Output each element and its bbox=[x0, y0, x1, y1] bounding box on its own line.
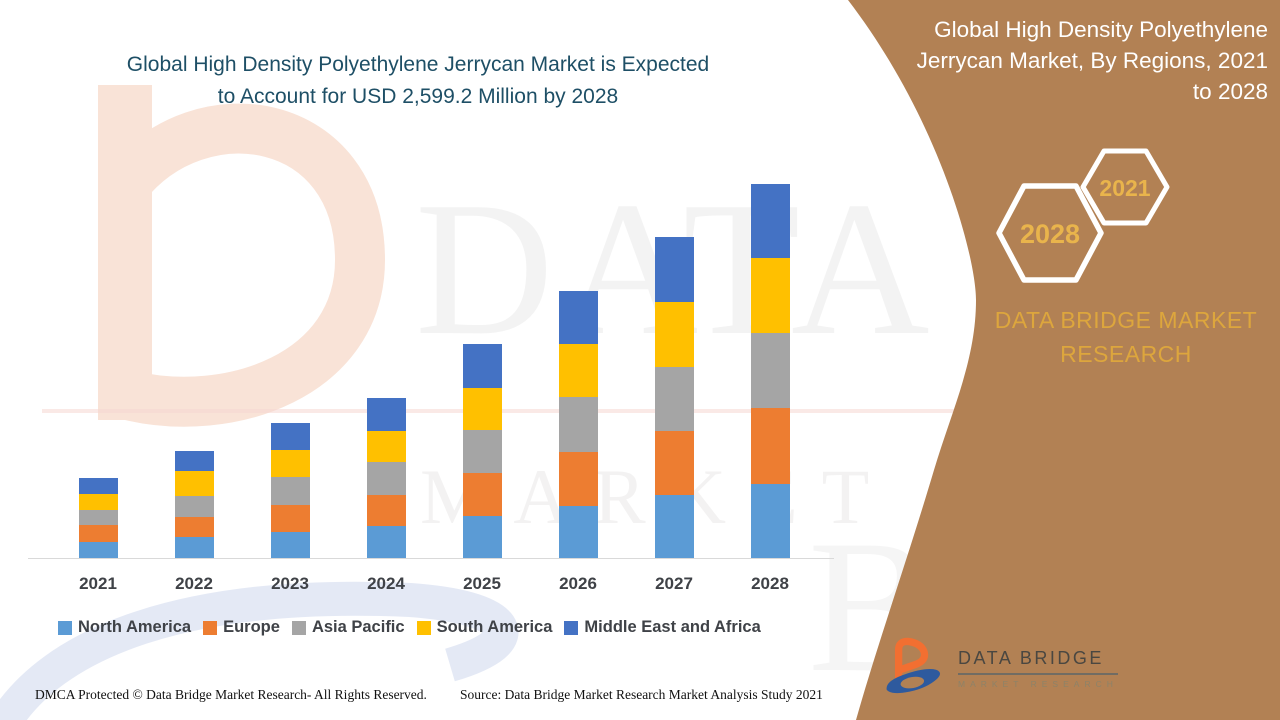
headline-line2: to Account for USD 2,599.2 Million by 20… bbox=[217, 85, 619, 108]
legend-label: Middle East and Africa bbox=[584, 618, 761, 636]
bar-segment-middle-east-and-africa-2026 bbox=[558, 291, 598, 345]
bar-segment-south-america-2025 bbox=[462, 387, 502, 430]
bar-segment-asia-pacific-2024 bbox=[366, 462, 406, 496]
bar-segment-south-america-2024 bbox=[366, 431, 406, 463]
legend-swatch bbox=[564, 620, 579, 635]
bar-segment-south-america-2022 bbox=[174, 470, 214, 496]
bar-segment-middle-east-and-africa-2025 bbox=[462, 343, 502, 388]
footer-dmca: DMCA Protected © Data Bridge Market Rese… bbox=[35, 687, 427, 702]
bar-segment-middle-east-and-africa-2023 bbox=[270, 422, 310, 450]
x-axis-line bbox=[28, 558, 834, 559]
bar-segment-asia-pacific-2021 bbox=[78, 510, 118, 526]
brand-wordmark: DATA BRIDGE MARKET RESEARCH bbox=[994, 307, 1258, 367]
bar-segment-north-america-2025 bbox=[462, 515, 502, 558]
legend-label: Asia Pacific bbox=[311, 618, 405, 636]
bar-segment-north-america-2028 bbox=[750, 484, 790, 558]
bar-segment-north-america-2024 bbox=[366, 526, 406, 558]
bar-2026 bbox=[558, 291, 598, 558]
bar-segment-middle-east-and-africa-2021 bbox=[78, 478, 118, 495]
bar-segment-middle-east-and-africa-2024 bbox=[366, 398, 406, 432]
bar-segment-europe-2021 bbox=[78, 525, 118, 543]
bar-segment-south-america-2027 bbox=[654, 301, 694, 367]
bar-segment-europe-2028 bbox=[750, 408, 790, 485]
chart-legend: North America Europe Asia Pacific South Ame… bbox=[58, 618, 761, 637]
bar-segment-middle-east-and-africa-2028 bbox=[750, 184, 790, 259]
logo-text: DATA BRIDGE MARKET RESEARCH bbox=[958, 648, 1118, 689]
bar-2022 bbox=[174, 450, 214, 558]
bar-segment-europe-2027 bbox=[654, 430, 694, 495]
panel-title-line1: Global High Density Polyethylene bbox=[934, 17, 1268, 42]
legend-item-asia-pacific: Asia Pacific bbox=[291, 618, 405, 637]
legend-item-middle-east-and-africa: Middle East and Africa bbox=[564, 618, 761, 637]
bar-segment-north-america-2022 bbox=[174, 537, 214, 558]
bar-segment-europe-2024 bbox=[366, 495, 406, 527]
legend-swatch bbox=[291, 620, 306, 635]
databridge-logo: DATA BRIDGE MARKET RESEARCH bbox=[884, 636, 1118, 698]
bar-2024 bbox=[366, 398, 406, 558]
bar-segment-asia-pacific-2028 bbox=[750, 333, 790, 409]
bar-2028 bbox=[750, 184, 790, 558]
legend-item-north-america: North America bbox=[58, 618, 191, 637]
panel-title: Global High Density Polyethylene Jerryca… bbox=[870, 14, 1268, 107]
legend-item-south-america: South America bbox=[416, 618, 553, 637]
x-axis-label-2024: 2024 bbox=[367, 574, 405, 593]
logo-wordmark: DATA BRIDGE bbox=[958, 648, 1118, 675]
bar-segment-south-america-2023 bbox=[270, 449, 310, 478]
bar-segment-north-america-2023 bbox=[270, 531, 310, 558]
bar-segment-south-america-2028 bbox=[750, 258, 790, 334]
legend-label: South America bbox=[436, 618, 553, 636]
legend-swatch bbox=[203, 620, 218, 635]
bar-segment-asia-pacific-2023 bbox=[270, 477, 310, 505]
bar-2023 bbox=[270, 422, 310, 558]
headline: Global High Density Polyethylene Jerryca… bbox=[42, 49, 794, 113]
x-axis-label-2027: 2027 bbox=[655, 574, 693, 593]
legend-label: North America bbox=[78, 618, 192, 636]
x-axis-label-2028: 2028 bbox=[751, 574, 789, 593]
bar-segment-south-america-2026 bbox=[558, 344, 598, 398]
legend-swatch bbox=[58, 620, 72, 635]
bar-segment-middle-east-and-africa-2022 bbox=[174, 450, 214, 471]
bar-2025 bbox=[462, 343, 502, 558]
panel-title-line2: Jerrycan Market, By Regions, 2021 bbox=[916, 48, 1268, 73]
bar-2021 bbox=[78, 478, 118, 558]
legend-swatch bbox=[416, 620, 431, 635]
legend-label: Europe bbox=[223, 618, 280, 636]
bar-segment-asia-pacific-2022 bbox=[174, 496, 214, 517]
headline-line1: Global High Density Polyethylene Jerryca… bbox=[126, 53, 710, 76]
bar-segment-north-america-2021 bbox=[78, 542, 118, 558]
x-axis-label-2026: 2026 bbox=[559, 574, 597, 593]
legend-item-europe: Europe bbox=[203, 618, 280, 637]
bar-segment-middle-east-and-africa-2027 bbox=[654, 236, 694, 302]
bar-segment-asia-pacific-2026 bbox=[558, 397, 598, 453]
logo-mark-icon bbox=[886, 637, 941, 694]
x-axis-label-2022: 2022 bbox=[175, 574, 213, 593]
bar-segment-europe-2026 bbox=[558, 452, 598, 507]
footer-source: Source: Data Bridge Market Research Mark… bbox=[460, 687, 823, 702]
bar-segment-europe-2022 bbox=[174, 517, 214, 537]
x-axis-label-2021: 2021 bbox=[79, 574, 117, 593]
bar-segment-asia-pacific-2027 bbox=[654, 366, 694, 431]
bar-segment-south-america-2021 bbox=[78, 494, 118, 511]
x-axis-label-2025: 2025 bbox=[463, 574, 501, 593]
bar-segment-north-america-2026 bbox=[558, 506, 598, 558]
panel-title-line3: to 2028 bbox=[1192, 79, 1268, 104]
bar-segment-europe-2025 bbox=[462, 472, 502, 516]
bar-segment-asia-pacific-2025 bbox=[462, 429, 502, 473]
x-axis-label-2023: 2023 bbox=[271, 574, 309, 593]
bar-2027 bbox=[654, 236, 694, 558]
logo-subtitle: MARKET RESEARCH bbox=[958, 679, 1118, 689]
bar-segment-north-america-2027 bbox=[654, 494, 694, 558]
bar-segment-europe-2023 bbox=[270, 504, 310, 532]
